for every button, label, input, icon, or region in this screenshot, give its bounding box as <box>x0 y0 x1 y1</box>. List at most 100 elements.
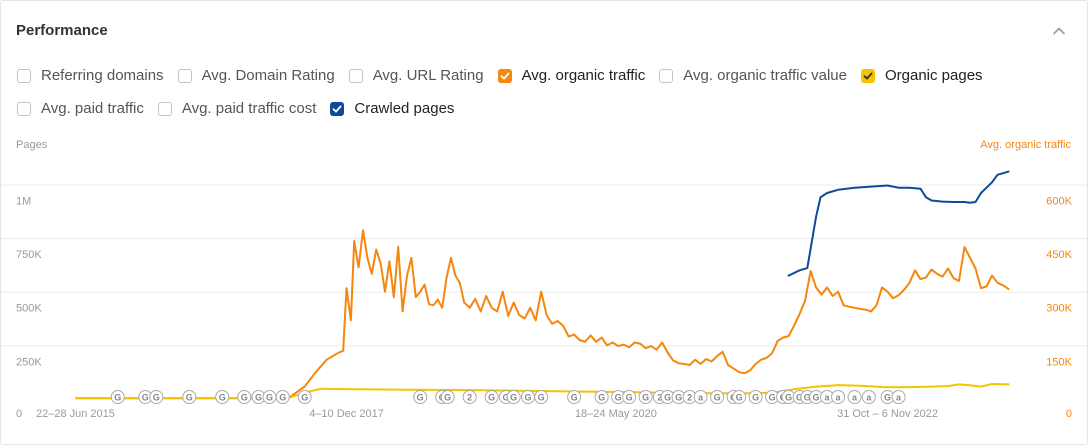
metric-label: Avg. paid traffic <box>41 100 144 117</box>
right-tick-label: 150K <box>1046 356 1072 368</box>
right-tick-label: 300K <box>1046 303 1072 315</box>
annotation-label: G <box>153 393 160 403</box>
x-tick-label: 31 Oct – 6 Nov 2022 <box>837 408 938 420</box>
annotation-label: a <box>866 393 872 403</box>
annotation-label: G <box>301 393 308 403</box>
metric-avg-organic-traffic-value[interactable]: Avg. organic traffic value <box>659 67 847 85</box>
metric-row-1: Referring domains Avg. Domain Rating Avg… <box>17 67 997 85</box>
annotation-label: G <box>142 393 149 403</box>
checkbox[interactable] <box>17 69 31 83</box>
annotation-marker <box>638 390 653 404</box>
chevron-up-icon[interactable] <box>1051 23 1067 39</box>
right-tick-label: 450K <box>1046 249 1072 261</box>
left-tick-label: 750K <box>16 249 42 261</box>
annotation-label: 2 <box>657 393 662 403</box>
annotation-marker <box>440 390 455 404</box>
metric-avg-paid-traffic[interactable]: Avg. paid traffic <box>17 100 144 118</box>
metric-label: Referring domains <box>41 67 164 84</box>
annotation-label: G <box>114 393 121 403</box>
checkbox[interactable] <box>659 69 674 83</box>
annotation-marker <box>567 390 582 404</box>
annotation-marker <box>149 390 164 404</box>
annotation-label: G <box>255 393 262 403</box>
metric-referring-domains[interactable]: Referring domains <box>17 67 164 85</box>
annotation-marker <box>732 390 747 404</box>
checkbox-checked[interactable] <box>497 69 512 83</box>
annotation-marker <box>484 390 499 404</box>
annotation-marker <box>710 390 725 404</box>
right-tick-label: 600K <box>1046 195 1072 207</box>
annotation-label: G <box>615 393 622 403</box>
annotation-label: G <box>664 393 671 403</box>
annotation-marker <box>506 390 521 404</box>
annotation-label: a <box>896 393 902 403</box>
annotation-label: G <box>804 393 811 403</box>
left-axis-label: Pages <box>16 139 48 151</box>
metric-label: Avg. Domain Rating <box>201 67 335 84</box>
annotation-label: G <box>813 393 820 403</box>
annotation-label: G <box>796 393 803 403</box>
metric-crawled-pages[interactable]: Crawled pages <box>330 100 454 118</box>
annotation-label: G <box>769 393 776 403</box>
annotation-label: G <box>279 393 286 403</box>
annotation-marker <box>110 390 125 404</box>
annotation-label: G <box>538 393 545 403</box>
annotation-label: G <box>524 393 531 403</box>
checkbox[interactable] <box>157 102 172 116</box>
checkbox[interactable] <box>17 102 31 116</box>
annotation-label: a <box>698 393 704 403</box>
metric-row-2: Avg. paid traffic Avg. paid traffic cost… <box>17 100 468 118</box>
checkbox[interactable] <box>177 69 192 83</box>
annotation-label: a <box>852 393 858 403</box>
annotation-marker <box>748 390 763 404</box>
annotation-marker <box>693 390 708 404</box>
performance-chart: Pages Avg. organic traffic 1M 750K 500K 250K 0… <box>1 139 1087 420</box>
checkbox[interactable] <box>348 69 363 83</box>
checkbox-checked[interactable] <box>330 102 345 116</box>
metric-label: Avg. organic traffic <box>521 67 646 84</box>
annotation-label: G <box>736 393 743 403</box>
annotation-label: G <box>626 393 633 403</box>
metric-avg-organic-traffic[interactable]: Avg. organic traffic <box>497 67 646 85</box>
metric-label: Avg. URL Rating <box>372 67 484 84</box>
annotation-label: G <box>884 393 891 403</box>
metric-label: Avg. organic traffic value <box>683 67 847 84</box>
annotation-marker <box>275 390 290 404</box>
annotation-label: G <box>488 393 495 403</box>
annotation-label: G <box>642 393 649 403</box>
series-line-3 <box>787 170 1010 277</box>
right-axis-label: Avg. organic traffic <box>980 139 1071 151</box>
annotation-marker <box>462 390 477 404</box>
panel-title: Performance <box>16 22 108 39</box>
left-tick-label: 0 <box>16 408 22 420</box>
metric-organic-pages[interactable]: Organic pages <box>860 67 983 85</box>
annotation-label: G <box>186 393 193 403</box>
annotation-label: G <box>752 393 759 403</box>
annotation-label: G <box>714 393 721 403</box>
annotation-marker <box>891 390 906 404</box>
annotation-label: G <box>785 393 792 403</box>
annotation-marker <box>594 390 609 404</box>
checkbox-checked[interactable] <box>860 69 875 83</box>
metric-avg-paid-traffic-cost[interactable]: Avg. paid traffic cost <box>157 100 317 118</box>
annotation-label: a <box>825 393 831 403</box>
right-tick-label: 0 <box>1066 408 1072 420</box>
metric-avg-url-rating[interactable]: Avg. URL Rating <box>348 67 484 85</box>
metric-label: Crawled pages <box>354 100 455 117</box>
annotation-label: G <box>219 393 226 403</box>
metric-label: Avg. paid traffic cost <box>181 100 317 117</box>
annotation-marker <box>182 390 197 404</box>
left-tick-label: 500K <box>16 303 42 315</box>
series-line-1 <box>75 229 1010 400</box>
annotation-marker <box>297 390 312 404</box>
x-tick-label: 22–28 Jun 2015 <box>36 408 115 420</box>
left-tick-label: 1M <box>16 195 31 207</box>
annotation-label: G <box>510 393 517 403</box>
annotation-label: 2 <box>467 393 472 403</box>
annotation-label: G <box>598 393 605 403</box>
annotation-label: G <box>571 393 578 403</box>
annotation-label: 2 <box>687 393 692 403</box>
annotation-marker <box>831 390 846 404</box>
metric-avg-domain-rating[interactable]: Avg. Domain Rating <box>177 67 335 85</box>
